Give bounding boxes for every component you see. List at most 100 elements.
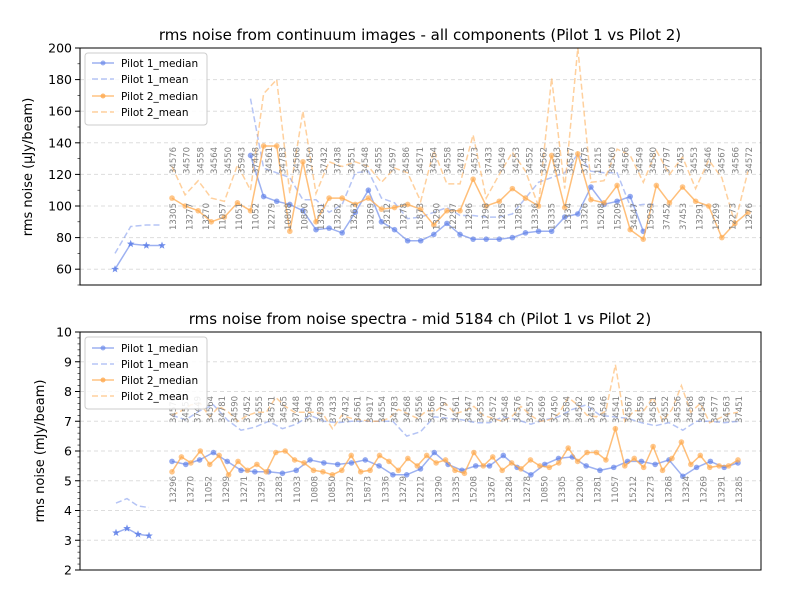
- series-0-marker: [362, 457, 369, 463]
- point-label-top: 34572: [489, 396, 499, 423]
- point-label-bottom: 13212: [383, 203, 393, 230]
- series-2-marker: [417, 206, 424, 212]
- series-0-marker: [247, 152, 254, 159]
- point-label-bottom: 13270: [202, 203, 212, 230]
- point-label-top: 34558: [443, 147, 453, 174]
- bottom-chart-y-axis: 2 3 4 5 6 7 8 9 10: [56, 325, 80, 578]
- point-label-top: 37432: [341, 396, 351, 423]
- point-label-top: 15215: [594, 147, 604, 174]
- point-label-bottom: 11052: [251, 203, 261, 230]
- series-2-marker: [716, 463, 722, 469]
- series-2-marker: [659, 467, 666, 474]
- point-label-top: 37797: [663, 147, 673, 174]
- series-2-marker: [197, 448, 204, 454]
- point-label-top: 34553: [512, 147, 522, 174]
- pilot1-early-median-marker: [123, 524, 131, 532]
- point-label-top: 34781: [457, 147, 467, 174]
- point-label-top: 34567: [718, 147, 728, 174]
- series-2-marker: [508, 460, 515, 466]
- point-label-bottom: 15208: [470, 476, 480, 503]
- series-2-marker: [527, 457, 534, 463]
- point-label-top: 34548: [361, 147, 371, 174]
- series-2-marker: [471, 449, 477, 456]
- series-0-marker: [334, 461, 341, 468]
- series-2-marker: [431, 222, 437, 228]
- point-label-top: 37433: [329, 396, 339, 423]
- point-label-bottom: 13305: [169, 203, 179, 230]
- y-tick-label: 80: [56, 230, 72, 245]
- point-label-bottom: 11033: [293, 476, 303, 503]
- series-2-marker: [273, 143, 280, 149]
- point-label-top: 34571: [416, 147, 426, 174]
- series-2-marker: [206, 461, 213, 468]
- point-label-top: 34561: [452, 396, 462, 423]
- series-0-marker: [528, 472, 534, 478]
- series-2-marker: [452, 467, 458, 474]
- point-label-bottom: 13263: [350, 203, 360, 230]
- point-label-bottom: 13291: [717, 476, 727, 503]
- pilot1-early-median-line: [115, 527, 150, 537]
- point-label-top: 34577: [710, 396, 720, 423]
- bottom-chart: rms noise from noise spectra - mid 5184 …: [33, 310, 762, 578]
- point-label-bottom: 13284: [505, 476, 515, 503]
- point-label-top: 37453: [676, 147, 686, 174]
- point-label-top: 34552: [661, 396, 671, 423]
- point-label-top: 34560: [608, 147, 618, 174]
- point-label-top: 34569: [538, 396, 548, 423]
- series-2-marker: [588, 196, 594, 203]
- point-label-bottom: 13278: [523, 476, 533, 503]
- series-2-marker: [339, 195, 345, 201]
- point-label-top: 34563: [723, 396, 733, 423]
- y-tick-label: 140: [48, 135, 72, 150]
- point-label-bottom: 13326: [580, 203, 590, 230]
- series-0-marker: [693, 464, 700, 471]
- series-2-marker: [313, 219, 319, 225]
- series-2-marker: [320, 469, 326, 475]
- series-2-marker: [221, 214, 228, 220]
- point-label-bottom: 37453: [679, 203, 689, 230]
- point-label-top: 34576: [514, 396, 524, 423]
- point-label-bottom: 12279: [268, 203, 278, 230]
- top-chart-y-axis: 60 80 100 120 140 160 180 200: [48, 41, 80, 286]
- point-label-top: 37450: [550, 396, 560, 423]
- series-2-marker: [395, 467, 402, 474]
- series-0-marker: [307, 457, 313, 463]
- series-2-marker: [457, 207, 463, 214]
- series-2-marker: [235, 458, 241, 465]
- series-2-marker: [489, 454, 496, 460]
- y-tick-label: 100: [48, 199, 72, 214]
- series-0-marker: [391, 226, 398, 233]
- point-label-bottom: 13335: [452, 476, 462, 503]
- series-2-marker: [405, 455, 411, 462]
- series-2-marker: [357, 469, 364, 475]
- point-label-bottom: 13334: [564, 203, 574, 230]
- series-0-marker: [652, 461, 658, 468]
- series-2-marker: [348, 452, 355, 459]
- pilot1-early-median-marker: [134, 530, 142, 538]
- point-label-top: 34565: [280, 396, 290, 423]
- y-tick-label: 10: [56, 325, 72, 340]
- y-tick-label: 8: [64, 384, 72, 399]
- top-legend-marker-p1-median: [100, 60, 106, 66]
- series-0-marker: [610, 464, 617, 471]
- series-0-marker: [583, 463, 589, 469]
- pilot1-early-median-marker: [142, 241, 151, 249]
- series-2-marker: [725, 463, 732, 469]
- point-label-bottom: 13278: [399, 203, 409, 230]
- point-label-bottom: 13268: [664, 476, 674, 503]
- series-3-line: [171, 47, 749, 227]
- pilot1-early-mean-line: [115, 497, 150, 509]
- point-label-top: 34590: [231, 396, 241, 423]
- top-legend-label-p1-mean: Pilot 1_mean: [121, 74, 189, 86]
- series-0-marker: [326, 225, 332, 231]
- series-0-marker: [390, 472, 396, 478]
- bottom-legend-marker-p1-median: [100, 345, 106, 351]
- point-label-bottom: 34547: [630, 203, 640, 230]
- series-2-marker: [470, 176, 476, 182]
- series-2-marker: [169, 469, 175, 475]
- series-0-marker: [575, 211, 581, 217]
- series-2-marker: [574, 458, 581, 465]
- point-label-top: 34578: [587, 396, 597, 423]
- series-2-marker: [669, 455, 675, 462]
